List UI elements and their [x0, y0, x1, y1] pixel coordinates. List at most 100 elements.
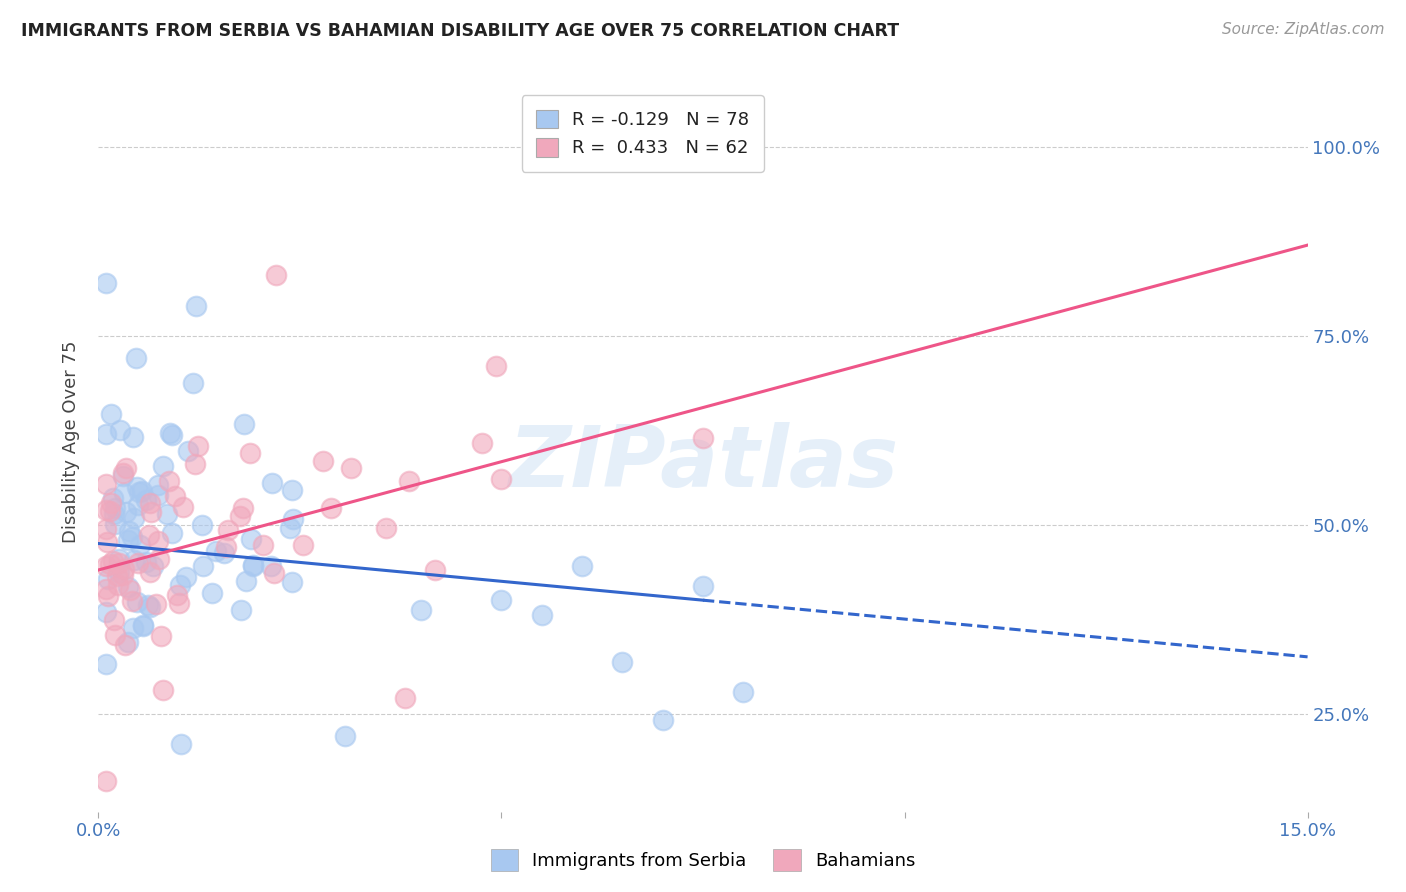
Point [132, 618, 155, 632]
Point [146, 487, 169, 501]
Point [201, 586, 224, 600]
Point [278, 521, 301, 535]
Point [319, 501, 342, 516]
Point [136, 598, 159, 612]
Point [235, 574, 257, 588]
Point [103, 491, 125, 505]
Point [152, 682, 174, 697]
Point [217, 523, 239, 537]
Point [117, 533, 139, 547]
Point [96, 503, 118, 517]
Legend: R = -0.129   N = 78, R =  0.433   N = 62: R = -0.129 N = 78, R = 0.433 N = 62 [522, 95, 763, 172]
Point [491, 472, 513, 486]
Point [242, 558, 264, 573]
Point [142, 558, 165, 573]
Point [280, 575, 302, 590]
Point [333, 729, 356, 743]
Point [471, 436, 494, 450]
Point [160, 526, 183, 541]
Point [103, 627, 125, 641]
Point [127, 557, 149, 571]
Point [485, 359, 508, 373]
Point [129, 538, 152, 552]
Point [700, 140, 723, 154]
Point [150, 629, 173, 643]
Point [191, 518, 214, 533]
Point [96, 276, 118, 290]
Point [174, 570, 197, 584]
Point [260, 559, 283, 574]
Point [110, 423, 132, 437]
Point [138, 600, 160, 615]
Point [121, 594, 143, 608]
Point [103, 613, 125, 627]
Point [114, 562, 136, 576]
Point [423, 563, 446, 577]
Point [100, 504, 122, 518]
Point [292, 538, 315, 552]
Point [96, 426, 118, 441]
Point [165, 489, 187, 503]
Point [215, 541, 238, 555]
Point [169, 577, 191, 591]
Point [394, 691, 416, 706]
Point [232, 501, 254, 516]
Point [103, 554, 125, 568]
Point [96, 535, 118, 549]
Point [96, 773, 118, 788]
Point [232, 417, 254, 432]
Point [118, 524, 141, 538]
Point [122, 621, 145, 635]
Text: Source: ZipAtlas.com: Source: ZipAtlas.com [1222, 22, 1385, 37]
Point [117, 635, 139, 649]
Point [139, 505, 162, 519]
Point [138, 496, 160, 510]
Point [229, 508, 252, 523]
Point [187, 439, 209, 453]
Point [145, 597, 167, 611]
Point [121, 430, 143, 444]
Point [96, 657, 118, 672]
Point [103, 507, 125, 521]
Point [193, 559, 215, 574]
Point [128, 484, 150, 499]
Point [172, 500, 194, 515]
Point [117, 580, 139, 594]
Point [100, 407, 122, 421]
Point [127, 480, 149, 494]
Point [733, 685, 755, 699]
Point [96, 582, 118, 597]
Point [204, 544, 226, 558]
Point [107, 552, 129, 566]
Point [105, 568, 128, 582]
Text: ZIPatlas: ZIPatlas [508, 422, 898, 505]
Point [108, 565, 131, 579]
Point [97, 572, 120, 586]
Point [96, 605, 118, 619]
Point [96, 476, 118, 491]
Point [96, 522, 118, 536]
Point [239, 446, 262, 460]
Point [100, 496, 122, 510]
Point [121, 531, 143, 545]
Point [157, 474, 180, 488]
Point [114, 638, 136, 652]
Point [375, 521, 398, 535]
Point [104, 500, 127, 515]
Point [170, 737, 193, 751]
Point [138, 565, 160, 579]
Text: IMMIGRANTS FROM SERBIA VS BAHAMIAN DISABILITY AGE OVER 75 CORRELATION CHART: IMMIGRANTS FROM SERBIA VS BAHAMIAN DISAB… [21, 22, 900, 40]
Point [111, 468, 134, 483]
Point [138, 528, 160, 542]
Point [571, 559, 593, 574]
Point [612, 656, 634, 670]
Point [160, 428, 183, 442]
Point [97, 589, 120, 603]
Point [242, 558, 264, 572]
Point [127, 595, 149, 609]
Point [148, 552, 170, 566]
Point [264, 268, 287, 283]
Point [184, 457, 207, 471]
Point [311, 454, 333, 468]
Point [491, 592, 513, 607]
